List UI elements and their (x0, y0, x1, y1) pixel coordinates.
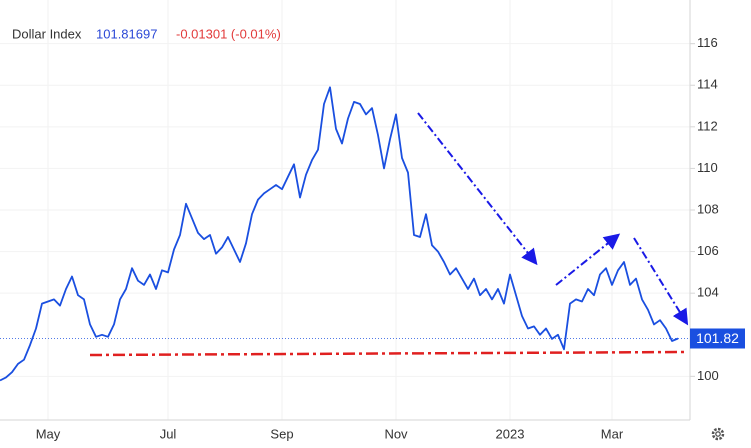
y-tick-label: 116 (697, 35, 718, 50)
last-price-label: 101.82 (696, 330, 739, 346)
change: -0.01301 (-0.01%) (176, 26, 281, 41)
chart-title: Dollar Index (12, 26, 82, 41)
y-tick-label: 108 (697, 201, 719, 216)
price: 101.81697 (96, 26, 157, 41)
y-tick-label: 100 (697, 368, 719, 383)
x-tick-label: Nov (384, 426, 408, 441)
x-tick-label: Mar (601, 426, 624, 441)
y-tick-label: 104 (697, 285, 719, 300)
x-tick-label: May (36, 426, 61, 441)
y-tick-label: 114 (697, 77, 718, 92)
y-tick-label: 112 (697, 118, 718, 133)
x-tick-label: Jul (160, 426, 177, 441)
y-tick-label: 106 (697, 243, 719, 258)
settings-icon[interactable] (711, 427, 725, 441)
x-tick-label: Sep (270, 426, 293, 441)
support-line (89, 350, 687, 357)
trend-arrow (633, 237, 689, 326)
y-tick-label: 110 (697, 160, 718, 175)
trend-arrow (555, 233, 621, 286)
x-tick-label: 2023 (496, 426, 525, 441)
plot: 101.82 (0, 86, 745, 382)
grid: 100 104 106 108 110 112 114 116 May Jul Sep Nov 2023… (0, 0, 719, 441)
series-line (0, 86, 679, 382)
last-price-box (690, 328, 745, 349)
